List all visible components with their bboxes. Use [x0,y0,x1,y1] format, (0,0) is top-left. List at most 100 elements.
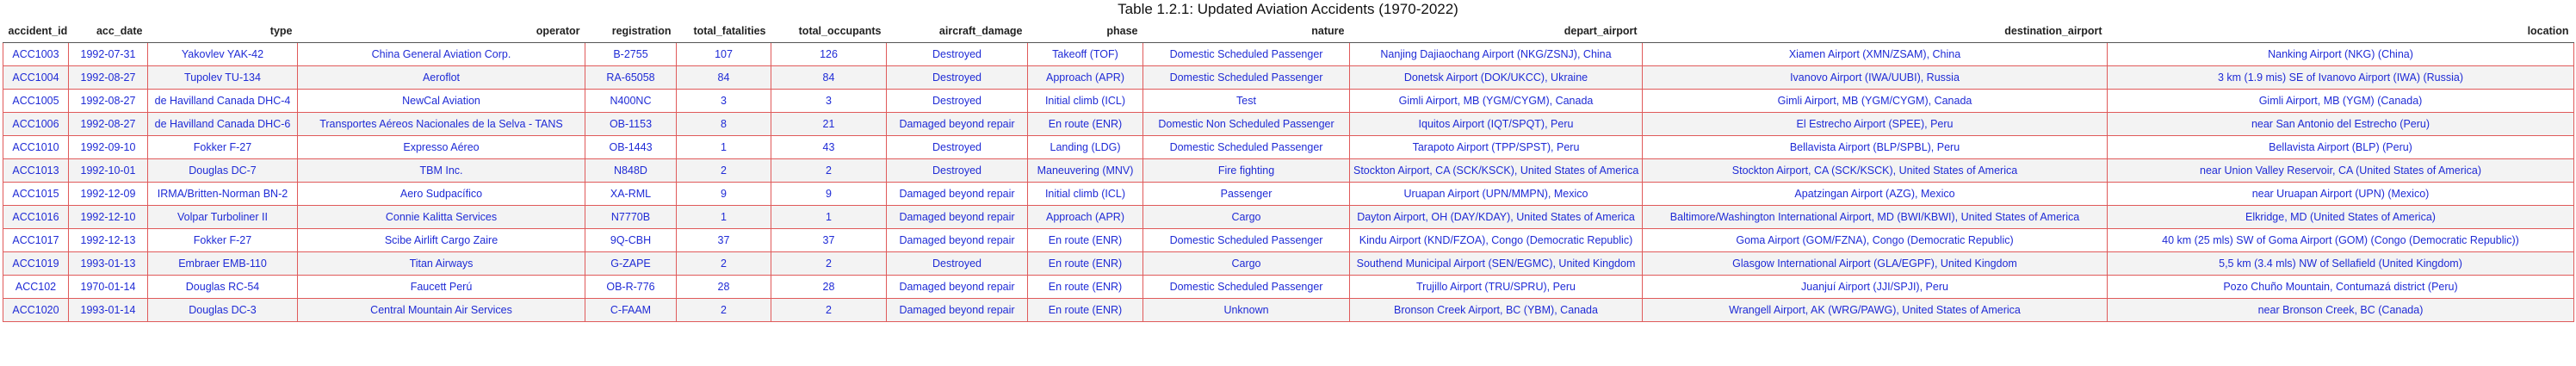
cell-type: Tupolev TU-134 [147,65,298,90]
cell-destination-airport: Ivanovo Airport (IWA/UUBI), Russia [1642,65,2108,90]
cell-location: Bellavista Airport (BLP) (Peru) [2107,135,2574,159]
cell-phase: Initial climb (ICL) [1027,89,1143,113]
cell-total-occupants: 21 [771,112,887,136]
cell-depart-airport: Southend Municipal Airport (SEN/EGMC), U… [1349,251,1643,276]
cell-phase: Approach (APR) [1027,205,1143,229]
cell-operator: Transportes Aéreos Nacionales de la Selv… [297,112,585,136]
cell-depart-airport: Iquitos Airport (IQT/SPQT), Peru [1349,112,1643,136]
cell-location: Elkridge, MD (United States of America) [2107,205,2574,229]
cell-accident-id: ACC1005 [3,89,69,113]
cell-accident-id: ACC1017 [3,228,69,252]
cell-total-occupants: 1 [771,205,887,229]
cell-accident-id: ACC1006 [3,112,69,136]
cell-registration: OB-R-776 [585,275,677,299]
cell-total-fatalities: 37 [676,228,771,252]
cell-phase: En route (ENR) [1027,228,1143,252]
table-row: ACC1010 1992-09-10 Fokker F-27 Expresso Aér… [3,135,2574,159]
cell-type: Fokker F-27 [147,228,298,252]
column-header-type: type [147,19,298,43]
column-header-accident-id: accident_id [3,19,69,43]
cell-total-occupants: 9 [771,182,887,206]
header-row: accident_id acc_date type operator regis… [3,19,2574,43]
cell-aircraft-damage: Destroyed [886,135,1028,159]
accidents-table: accident_id acc_date type operator regis… [3,19,2574,322]
cell-location: Pozo Chuño Mountain, Contumazá district … [2107,275,2574,299]
cell-location: Nanking Airport (NKG) (China) [2107,42,2574,66]
cell-phase: En route (ENR) [1027,251,1143,276]
table-row: ACC102 1970-01-14 Douglas RC-54 Faucett Per… [3,275,2574,299]
cell-acc-date: 1993-01-14 [68,298,148,322]
cell-phase: En route (ENR) [1027,112,1143,136]
cell-acc-date: 1970-01-14 [68,275,148,299]
cell-aircraft-damage: Destroyed [886,65,1028,90]
column-header-total-occupants: total_occupants [771,19,887,43]
cell-registration: N848D [585,158,677,183]
table-row: ACC1004 1992-08-27 Tupolev TU-134 Aeroflot R… [3,65,2574,90]
cell-aircraft-damage: Destroyed [886,251,1028,276]
cell-total-fatalities: 3 [676,89,771,113]
cell-total-occupants: 2 [771,251,887,276]
cell-aircraft-damage: Damaged beyond repair [886,182,1028,206]
cell-accident-id: ACC1016 [3,205,69,229]
cell-total-fatalities: 2 [676,298,771,322]
cell-nature: Unknown [1142,298,1350,322]
cell-accident-id: ACC1019 [3,251,69,276]
cell-phase: Approach (APR) [1027,65,1143,90]
cell-nature: Cargo [1142,205,1350,229]
cell-nature: Passenger [1142,182,1350,206]
cell-total-fatalities: 8 [676,112,771,136]
cell-depart-airport: Kindu Airport (KND/FZOA), Congo (Democra… [1349,228,1643,252]
cell-registration: OB-1153 [585,112,677,136]
cell-aircraft-damage: Damaged beyond repair [886,228,1028,252]
table-row: ACC1019 1993-01-13 Embraer EMB-110 Titan Ai… [3,251,2574,276]
cell-total-fatalities: 84 [676,65,771,90]
cell-nature: Domestic Scheduled Passenger [1142,135,1350,159]
cell-depart-airport: Stockton Airport, CA (SCK/KSCK), United … [1349,158,1643,183]
cell-nature: Domestic Scheduled Passenger [1142,275,1350,299]
cell-destination-airport: Xiamen Airport (XMN/ZSAM), China [1642,42,2108,66]
cell-total-fatalities: 2 [676,158,771,183]
cell-location: 40 km (25 mls) SW of Goma Airport (GOM) … [2107,228,2574,252]
cell-registration: OB-1443 [585,135,677,159]
cell-location: near Union Valley Reservoir, CA (United … [2107,158,2574,183]
cell-operator: Faucett Perú [297,275,585,299]
cell-registration: G-ZAPE [585,251,677,276]
cell-total-fatalities: 28 [676,275,771,299]
cell-type: Douglas RC-54 [147,275,298,299]
cell-acc-date: 1992-08-27 [68,112,148,136]
cell-total-occupants: 28 [771,275,887,299]
cell-location: Gimli Airport, MB (YGM) (Canada) [2107,89,2574,113]
column-header-nature: nature [1142,19,1350,43]
cell-total-occupants: 2 [771,298,887,322]
cell-type: Douglas DC-3 [147,298,298,322]
cell-type: IRMA/Britten-Norman BN-2 [147,182,298,206]
cell-phase: Takeoff (TOF) [1027,42,1143,66]
cell-aircraft-damage: Destroyed [886,42,1028,66]
cell-nature: Domestic Non Scheduled Passenger [1142,112,1350,136]
cell-accident-id: ACC1020 [3,298,69,322]
cell-registration: N7770B [585,205,677,229]
cell-registration: 9Q-CBH [585,228,677,252]
cell-total-fatalities: 9 [676,182,771,206]
column-header-location: location [2107,19,2574,43]
cell-depart-airport: Gimli Airport, MB (YGM/CYGM), Canada [1349,89,1643,113]
cell-nature: Test [1142,89,1350,113]
cell-accident-id: ACC1003 [3,42,69,66]
column-header-aircraft-damage: aircraft_damage [886,19,1028,43]
column-header-operator: operator [297,19,585,43]
cell-type: de Havilland Canada DHC-6 [147,112,298,136]
cell-destination-airport: Gimli Airport, MB (YGM/CYGM), Canada [1642,89,2108,113]
cell-type: Embraer EMB-110 [147,251,298,276]
cell-destination-airport: Wrangell Airport, AK (WRG/PAWG), United … [1642,298,2108,322]
cell-aircraft-damage: Destroyed [886,158,1028,183]
cell-aircraft-damage: Destroyed [886,89,1028,113]
cell-destination-airport: Glasgow International Airport (GLA/EGPF)… [1642,251,2108,276]
cell-total-fatalities: 1 [676,205,771,229]
cell-operator: Aero Sudpacífico [297,182,585,206]
cell-destination-airport: Baltimore/Washington International Airpo… [1642,205,2108,229]
table-row: ACC1003 1992-07-31 Yakovlev YAK-42 China Ge… [3,42,2574,66]
cell-registration: C-FAAM [585,298,677,322]
cell-total-occupants: 84 [771,65,887,90]
table-row: ACC1020 1993-01-14 Douglas DC-3 Central Mou… [3,298,2574,322]
